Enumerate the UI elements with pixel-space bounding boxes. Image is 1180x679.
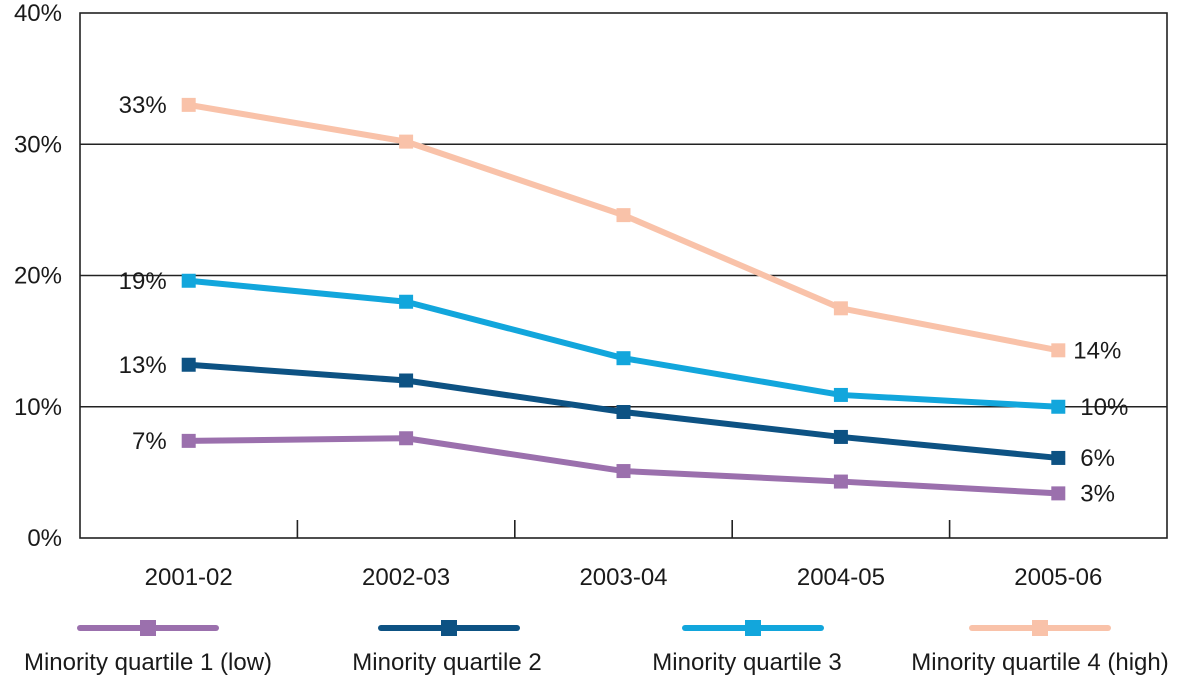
data-label-last: 6% (1080, 445, 1115, 472)
series-line (185, 101, 1062, 354)
legend-swatch-marker (140, 620, 156, 636)
data-point (1051, 450, 1066, 465)
legend-label: Minority quartile 3 (652, 649, 841, 676)
data-point (833, 387, 848, 402)
series-4 (181, 97, 1066, 358)
series-3 (181, 273, 1066, 414)
x-tick-label: 2001-02 (145, 564, 233, 591)
data-label-last: 3% (1080, 480, 1115, 507)
data-point (181, 357, 196, 372)
data-label-first: 7% (132, 428, 167, 455)
x-tick-label: 2003-04 (579, 564, 667, 591)
data-point (181, 433, 196, 448)
data-label-first: 19% (119, 268, 167, 295)
legend-item: Minority quartile 1 (low) (24, 620, 272, 676)
series-1 (181, 431, 1066, 501)
data-point (181, 273, 196, 288)
data-point (399, 294, 414, 309)
legend-label: Minority quartile 1 (low) (24, 649, 272, 676)
y-tick-label: 30% (14, 131, 62, 158)
data-point (399, 431, 414, 446)
data-point (399, 373, 414, 388)
data-point (616, 351, 631, 366)
y-tick-label: 0% (27, 525, 62, 552)
y-axis: 0% 10% 20% 30% 40% (14, 0, 62, 552)
x-axis: 2001-02 2002-03 2003-04 2004-05 2005-06 (145, 520, 1102, 591)
data-label-first: 13% (119, 352, 167, 379)
legend-label: Minority quartile 4 (high) (911, 649, 1168, 676)
legend-swatch-marker (1032, 620, 1048, 636)
data-point (833, 301, 848, 316)
data-point (399, 134, 414, 149)
data-point (1051, 343, 1066, 358)
data-point (616, 208, 631, 223)
data-point (616, 464, 631, 479)
y-tick-label: 40% (14, 0, 62, 27)
data-labels: 7% 3% 13% 6% 19% 10% 33% 14% (119, 92, 1129, 508)
data-point (181, 97, 196, 112)
y-tick-label: 20% (14, 263, 62, 290)
legend: Minority quartile 1 (low) Minority quarti… (24, 620, 1169, 676)
legend-label: Minority quartile 2 (352, 649, 541, 676)
data-label-last: 10% (1080, 394, 1128, 421)
data-label-last: 14% (1073, 337, 1121, 364)
data-point (616, 405, 631, 419)
data-point (833, 429, 848, 444)
series-line (185, 277, 1062, 410)
data-point (1051, 399, 1066, 414)
legend-swatch-marker (441, 620, 457, 636)
series-2 (181, 357, 1066, 465)
legend-item: Minority quartile 4 (high) (911, 620, 1169, 676)
data-point (1051, 486, 1066, 501)
x-tick-label: 2005-06 (1014, 564, 1102, 591)
legend-item: Minority quartile 2 (352, 620, 542, 676)
data-point (833, 474, 848, 489)
legend-swatch-marker (745, 620, 761, 636)
series-lines (181, 97, 1066, 501)
plot-frame (79, 12, 1168, 539)
x-tick-label: 2004-05 (797, 564, 885, 591)
x-tick-label: 2002-03 (362, 564, 450, 591)
legend-item: Minority quartile 3 (652, 620, 842, 676)
y-tick-label: 10% (14, 394, 62, 421)
data-label-first: 33% (119, 92, 167, 119)
